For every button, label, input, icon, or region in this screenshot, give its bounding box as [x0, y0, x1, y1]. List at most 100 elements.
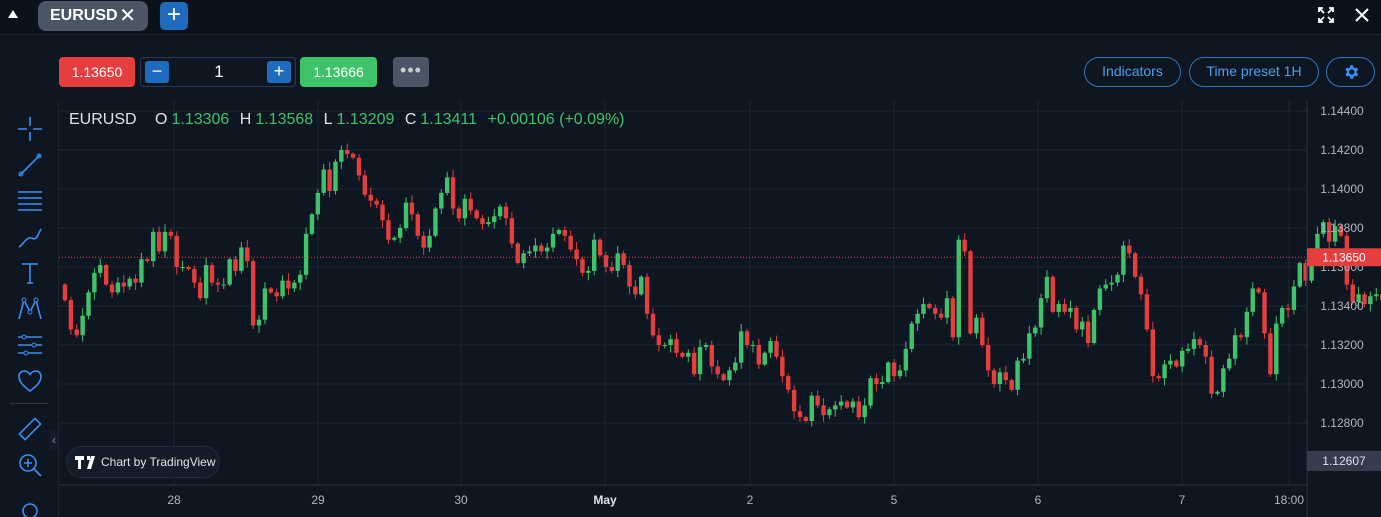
- candle: [250, 258, 256, 330]
- price-chart[interactable]: 1.144001.142001.140001.138001.136001.134…: [59, 101, 1381, 517]
- candle-body: [1009, 380, 1014, 390]
- candle-body: [509, 218, 515, 244]
- candle-body: [703, 345, 709, 347]
- decrease-quantity-button[interactable]: −: [145, 61, 169, 83]
- candle: [950, 295, 956, 341]
- candle-body: [527, 251, 532, 254]
- candle: [221, 278, 226, 290]
- collapse-triangle-icon[interactable]: [8, 10, 18, 18]
- candle: [233, 255, 238, 277]
- candle: [1168, 354, 1173, 369]
- candle-body: [503, 206, 509, 219]
- tradingview-badge[interactable]: Chart by TradingView: [66, 446, 220, 478]
- candle: [968, 249, 973, 335]
- tab-eurusd[interactable]: EURUSD ✕: [38, 1, 148, 31]
- sell-button[interactable]: 1.13650: [59, 57, 135, 87]
- candle: [1185, 343, 1191, 354]
- candle-body: [915, 313, 920, 324]
- candle-body: [568, 235, 573, 250]
- candle-body: [162, 231, 168, 252]
- candle: [186, 265, 191, 271]
- y-tick-label: 1.14400: [1320, 104, 1364, 118]
- candle-body: [1244, 311, 1250, 338]
- more-options-button[interactable]: •••: [393, 57, 429, 87]
- candle: [609, 261, 615, 274]
- candle: [733, 357, 738, 373]
- candle-body: [303, 233, 309, 275]
- text-tool-icon[interactable]: [16, 259, 44, 287]
- candle: [874, 373, 879, 392]
- candle: [480, 214, 485, 230]
- candle-body: [1279, 307, 1285, 324]
- fullscreen-icon[interactable]: [1318, 7, 1334, 23]
- candle: [1215, 390, 1220, 396]
- candle-body: [115, 282, 121, 293]
- candle-body: [727, 370, 732, 381]
- candle: [1162, 360, 1167, 386]
- candle: [644, 273, 650, 320]
- candle-body: [633, 286, 638, 295]
- candle: [597, 238, 603, 257]
- candle: [1362, 291, 1367, 308]
- quantity-input[interactable]: 1: [214, 62, 224, 81]
- prediction-icon[interactable]: [16, 331, 44, 359]
- settings-button[interactable]: [1326, 57, 1375, 87]
- candle-body: [609, 267, 615, 271]
- candle-body: [721, 374, 726, 381]
- increase-quantity-button[interactable]: +: [267, 61, 291, 83]
- candle-body: [1068, 307, 1073, 312]
- candle-body: [603, 255, 609, 267]
- close-icon[interactable]: [1355, 8, 1369, 22]
- add-tab-button[interactable]: +: [160, 2, 188, 30]
- candle-body: [515, 243, 520, 264]
- candle-body: [145, 259, 150, 262]
- indicators-button[interactable]: Indicators: [1084, 57, 1181, 87]
- crosshair-icon[interactable]: [16, 115, 44, 143]
- candle-body: [833, 405, 838, 410]
- candle-body: [1185, 348, 1191, 351]
- heart-icon[interactable]: [16, 367, 44, 395]
- candle: [1109, 275, 1114, 291]
- candle: [997, 367, 1003, 392]
- candle-body: [151, 231, 156, 262]
- zoom-in-icon[interactable]: [16, 451, 44, 479]
- candle-body: [933, 307, 938, 314]
- candle: [680, 351, 685, 359]
- candle: [462, 194, 468, 226]
- fib-retracement-icon[interactable]: [16, 187, 44, 215]
- candle-body: [480, 218, 485, 225]
- time-preset-button[interactable]: Time preset 1H: [1189, 57, 1319, 87]
- low-price-badge-label: 1.12607: [1322, 454, 1366, 468]
- ruler-icon[interactable]: [16, 415, 44, 443]
- candle-body: [1227, 358, 1232, 369]
- candle-body: [950, 298, 956, 338]
- candle-body: [927, 304, 932, 308]
- candle-body: [650, 313, 656, 336]
- buy-button[interactable]: 1.13666: [300, 57, 377, 87]
- trend-line-icon[interactable]: [16, 151, 44, 179]
- pattern-icon[interactable]: [16, 295, 44, 323]
- collapse-toolbar-handle[interactable]: ‹: [50, 430, 58, 450]
- x-tick-label: 30: [454, 493, 468, 507]
- close-tab-icon[interactable]: ✕: [119, 5, 136, 27]
- brush-icon[interactable]: [16, 223, 44, 251]
- candle-body: [1238, 335, 1244, 338]
- candle-body: [921, 304, 926, 314]
- candle-body: [268, 288, 273, 293]
- legend-close-label: C: [404, 111, 417, 128]
- candle-body: [92, 272, 97, 293]
- candle-body: [809, 395, 814, 422]
- candle-body: [886, 362, 891, 383]
- candle-body: [298, 274, 303, 283]
- candle: [327, 162, 332, 198]
- candle: [139, 252, 144, 288]
- candle: [621, 250, 626, 269]
- candle: [1256, 286, 1261, 294]
- candle: [62, 282, 68, 302]
- candle-body: [1097, 288, 1103, 310]
- magnet-icon[interactable]: [16, 499, 44, 517]
- candle-body: [468, 198, 473, 211]
- candle: [750, 340, 756, 353]
- candle: [121, 275, 126, 293]
- candle: [1050, 275, 1056, 314]
